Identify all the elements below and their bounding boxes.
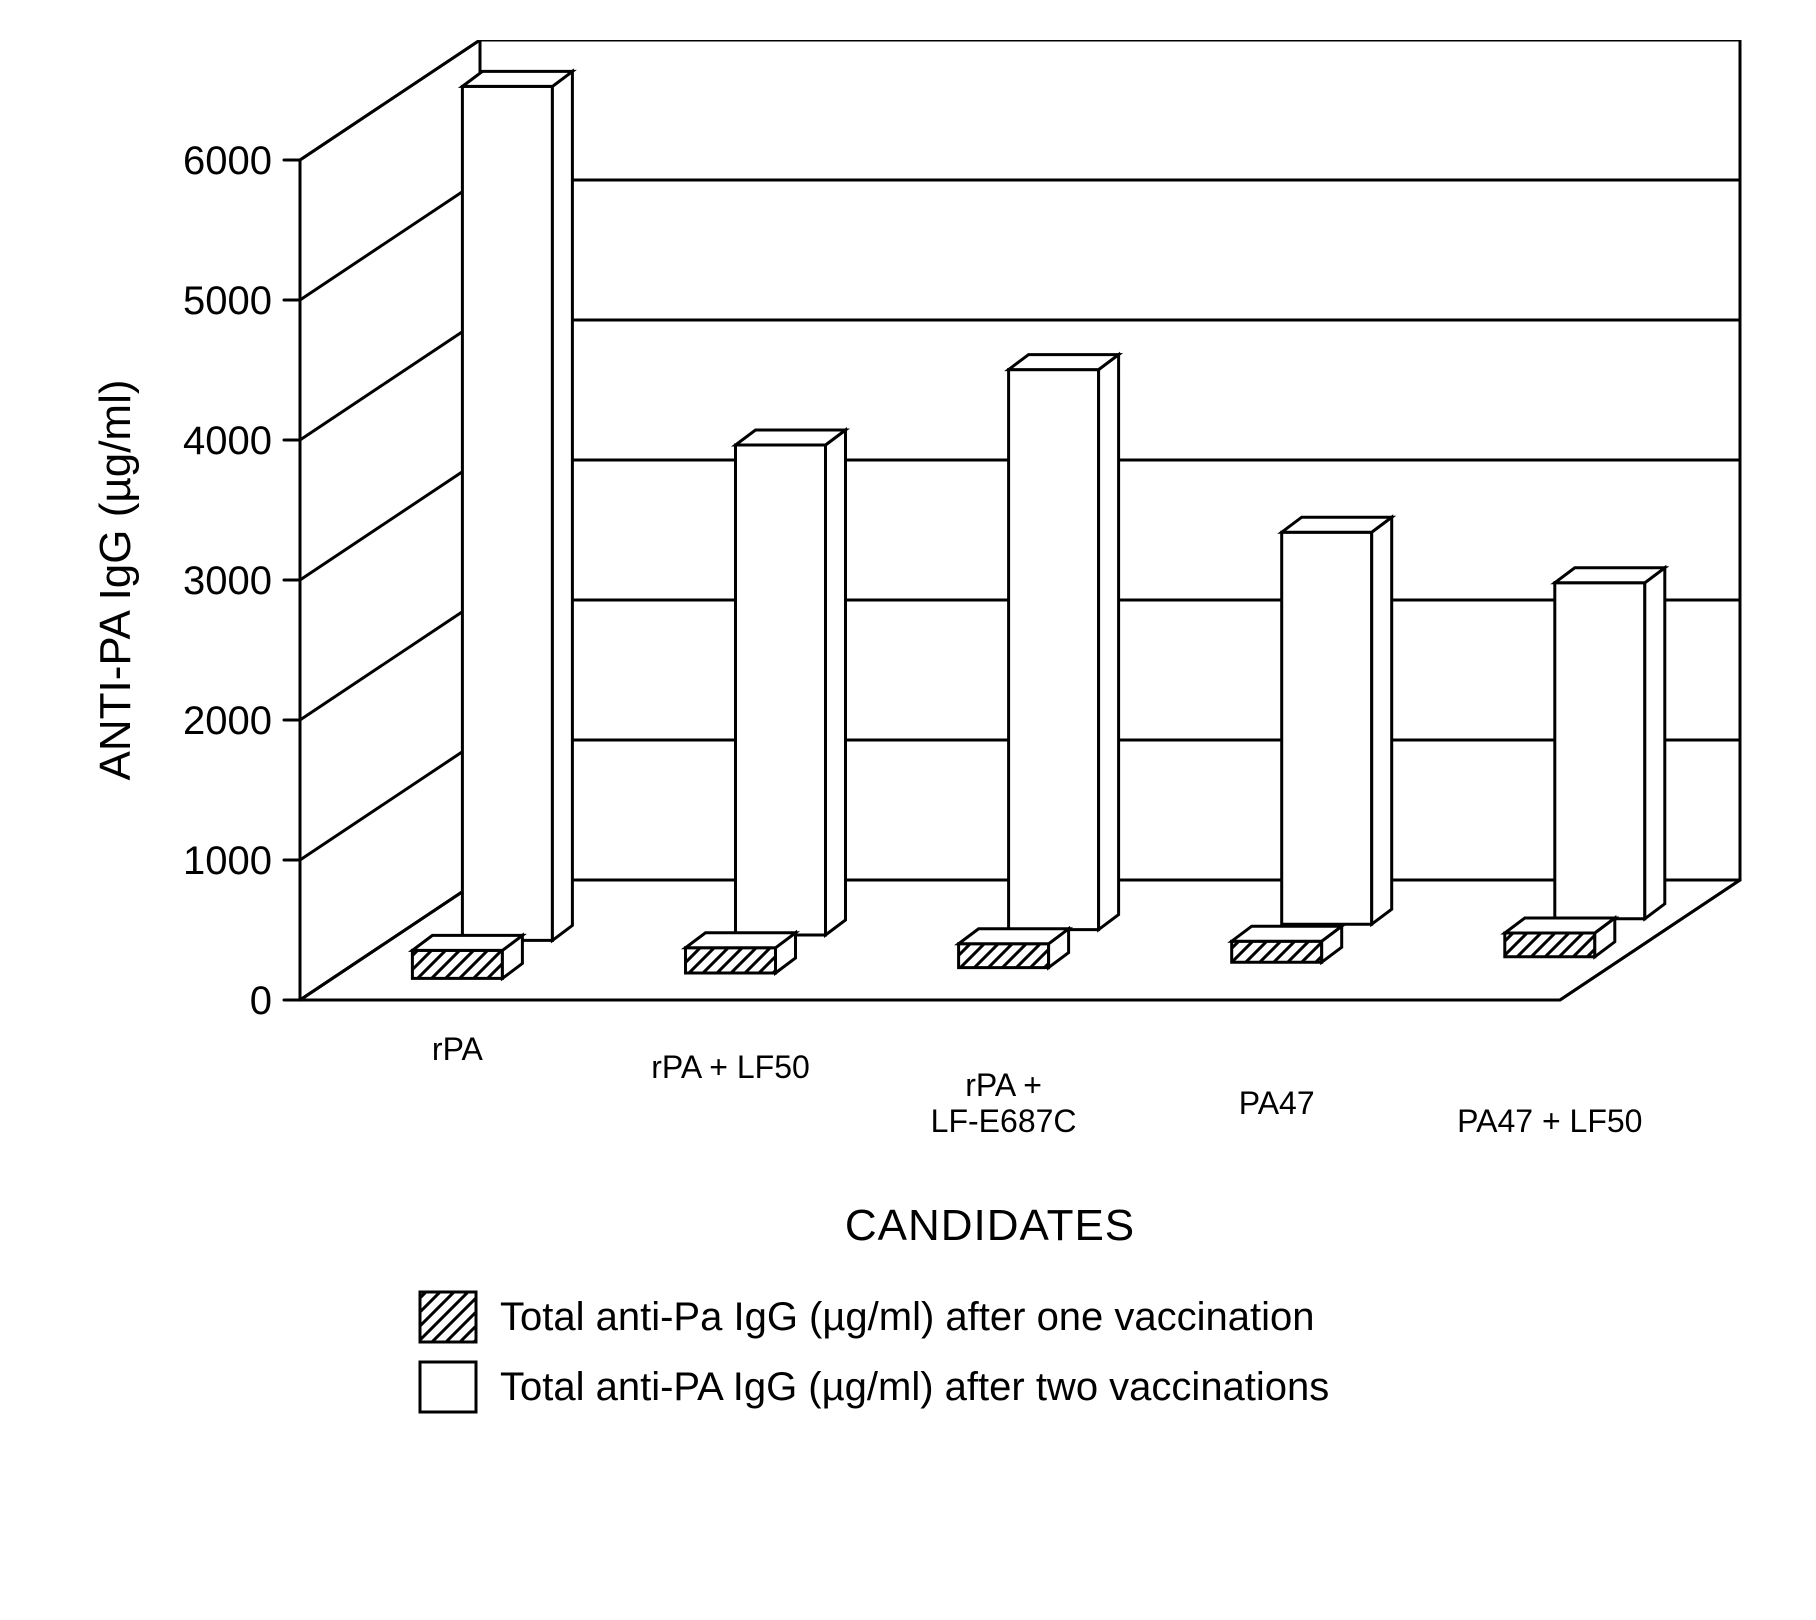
legend-swatch-hatched (420, 1292, 476, 1342)
chart-container: 0 1000 2000 3000 4000 5000 6000 ANTI-PA IgG (µg… (40, 40, 1776, 1580)
legend-label: Total anti-Pa IgG (µg/ml) after one vacc… (500, 1295, 1315, 1339)
bar-back-3 (1282, 517, 1392, 924)
category-label: rPA +LF-E687C (931, 1067, 1077, 1139)
legend-item: Total anti-PA IgG (µg/ml) after two vacc… (420, 1362, 1329, 1412)
legend-item: Total anti-Pa IgG (µg/ml) after one vacc… (420, 1292, 1315, 1342)
bar-back-1 (736, 430, 846, 935)
bar-front-3 (1232, 926, 1342, 962)
bar-front-2 (959, 929, 1069, 968)
y-axis-label: ANTI-PA IgG (µg/ml) (91, 379, 140, 780)
bar-front-1 (686, 933, 796, 973)
bar-back-4 (1555, 568, 1665, 919)
category-label: rPA (432, 1031, 484, 1067)
x-axis-label: CANDIDATES (845, 1201, 1135, 1250)
y-tick-label: 2000 (183, 699, 272, 743)
bar-front-0 (412, 935, 522, 978)
y-tick-label: 3000 (183, 559, 272, 603)
bar-back-0 (462, 71, 572, 940)
legend-swatch-plain (420, 1362, 476, 1412)
y-tick-label: 4000 (183, 419, 272, 463)
bar-front-4 (1505, 918, 1615, 957)
legend-label: Total anti-PA IgG (µg/ml) after two vacc… (500, 1365, 1329, 1409)
bar-chart-3d: 0 1000 2000 3000 4000 5000 6000 ANTI-PA IgG (µg… (40, 40, 1776, 1580)
bar-back-2 (1009, 355, 1119, 930)
y-tick-label: 0 (250, 979, 272, 1023)
category-label: PA47 (1239, 1085, 1315, 1121)
y-tick-label: 6000 (183, 139, 272, 183)
category-label: rPA + LF50 (651, 1049, 810, 1085)
category-label: PA47 + LF50 (1457, 1103, 1642, 1139)
y-tick-label: 1000 (183, 839, 272, 883)
y-tick-label: 5000 (183, 279, 272, 323)
